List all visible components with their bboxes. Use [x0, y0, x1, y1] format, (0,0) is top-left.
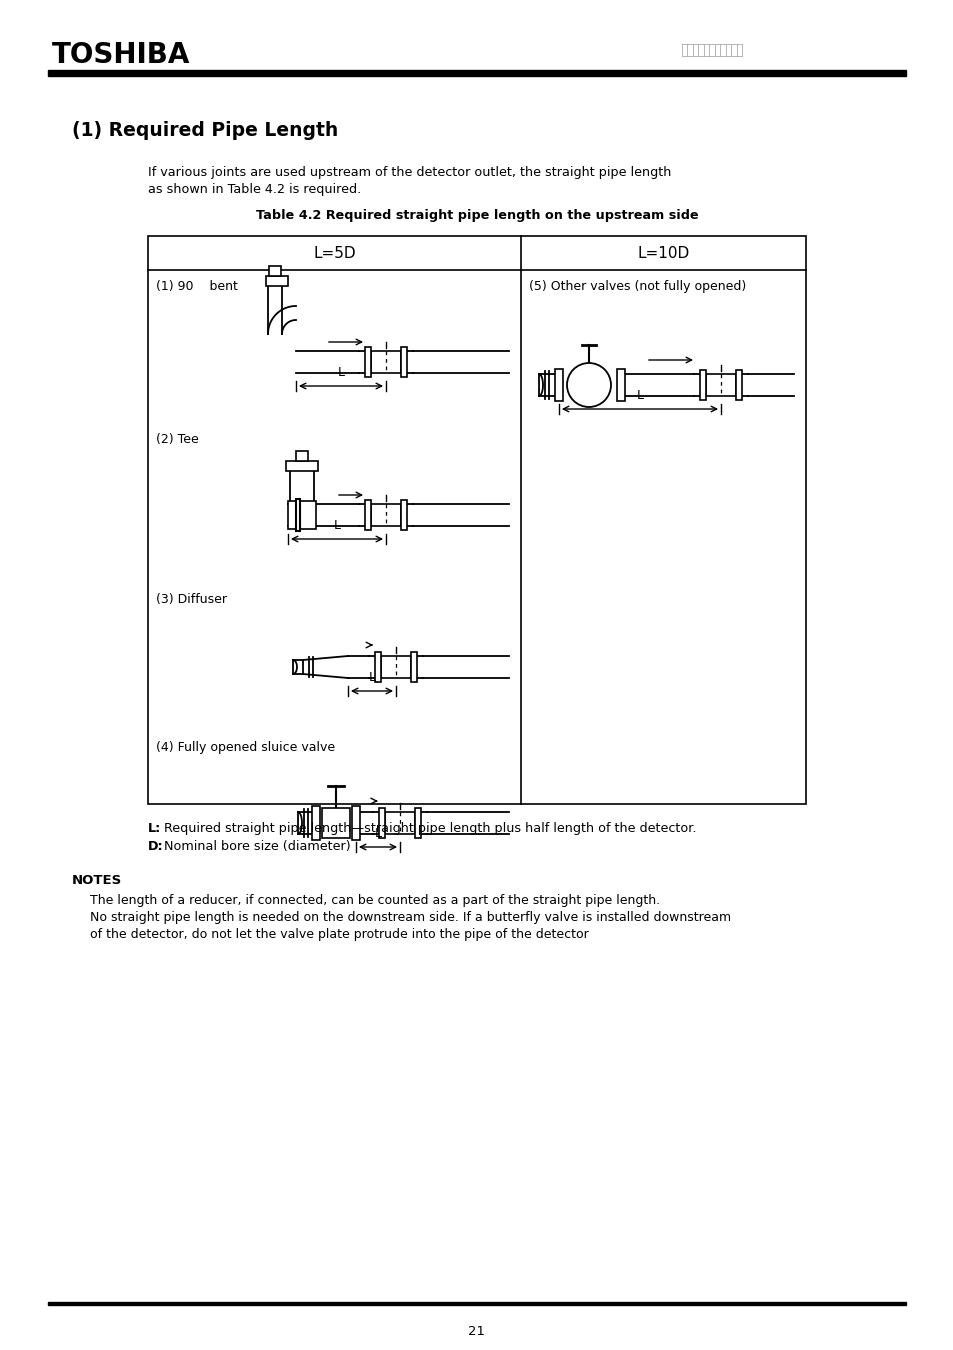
Text: (2) Tee: (2) Tee: [156, 433, 198, 446]
Circle shape: [566, 363, 610, 406]
Bar: [371, 351, 400, 373]
Text: L: L: [368, 671, 375, 684]
Bar: [400, 347, 407, 377]
Text: L:: L:: [148, 822, 161, 836]
Text: (3) Diffuser: (3) Diffuser: [156, 593, 227, 606]
Text: (5) Other valves (not fully opened): (5) Other valves (not fully opened): [529, 279, 745, 293]
Bar: [705, 374, 735, 396]
Bar: [400, 500, 407, 531]
Text: TOSHIBA: TOSHIBA: [52, 40, 191, 69]
Text: as shown in Table 4.2 is required.: as shown in Table 4.2 is required.: [148, 184, 361, 196]
Text: (1) Required Pipe Length: (1) Required Pipe Length: [71, 120, 338, 139]
Bar: [312, 806, 319, 840]
Bar: [375, 652, 380, 682]
Text: (1) 90    bent: (1) 90 bent: [156, 279, 237, 293]
Bar: [288, 501, 315, 529]
Text: 21: 21: [468, 1324, 485, 1338]
Text: L: L: [337, 366, 344, 379]
Bar: [365, 347, 371, 377]
Bar: [295, 451, 308, 460]
Text: L=5D: L=5D: [313, 246, 355, 261]
Bar: [295, 500, 299, 531]
Bar: [48, 1301, 905, 1305]
Text: L: L: [636, 389, 643, 402]
Bar: [617, 369, 624, 401]
Text: L: L: [334, 518, 340, 532]
Bar: [286, 460, 317, 471]
Bar: [735, 370, 741, 400]
Bar: [322, 809, 350, 838]
Bar: [352, 806, 359, 840]
Text: of the detector, do not let the valve plate protrude into the pipe of the detect: of the detector, do not let the valve pl…: [90, 927, 588, 941]
Text: Nominal bore size (diameter): Nominal bore size (diameter): [160, 840, 351, 853]
Bar: [365, 500, 371, 531]
Bar: [148, 236, 805, 805]
Text: NOTES: NOTES: [71, 873, 122, 887]
Text: D:: D:: [148, 840, 164, 853]
Bar: [411, 652, 416, 682]
Bar: [371, 504, 400, 526]
Text: No straight pipe length is needed on the downstream side. If a butterfly valve i: No straight pipe length is needed on the…: [90, 911, 730, 923]
Bar: [266, 275, 288, 286]
Bar: [269, 266, 281, 275]
Bar: [555, 369, 562, 401]
Text: L=10D: L=10D: [637, 246, 689, 261]
Bar: [700, 370, 705, 400]
Text: If various joints are used upstream of the detector outlet, the straight pipe le: If various joints are used upstream of t…: [148, 166, 671, 180]
Bar: [385, 811, 415, 834]
Bar: [380, 656, 411, 678]
Text: Required straight pipe length—straight pipe length plus half length of the detec: Required straight pipe length—straight p…: [160, 822, 696, 836]
Bar: [378, 809, 385, 838]
Bar: [415, 809, 420, 838]
Text: Table 4.2 Required straight pipe length on the upstream side: Table 4.2 Required straight pipe length …: [255, 208, 698, 221]
Text: The length of a reducer, if connected, can be counted as a part of the straight : The length of a reducer, if connected, c…: [90, 894, 659, 907]
Text: L: L: [375, 828, 381, 840]
Bar: [48, 70, 905, 76]
Text: (4) Fully opened sluice valve: (4) Fully opened sluice valve: [156, 741, 335, 755]
